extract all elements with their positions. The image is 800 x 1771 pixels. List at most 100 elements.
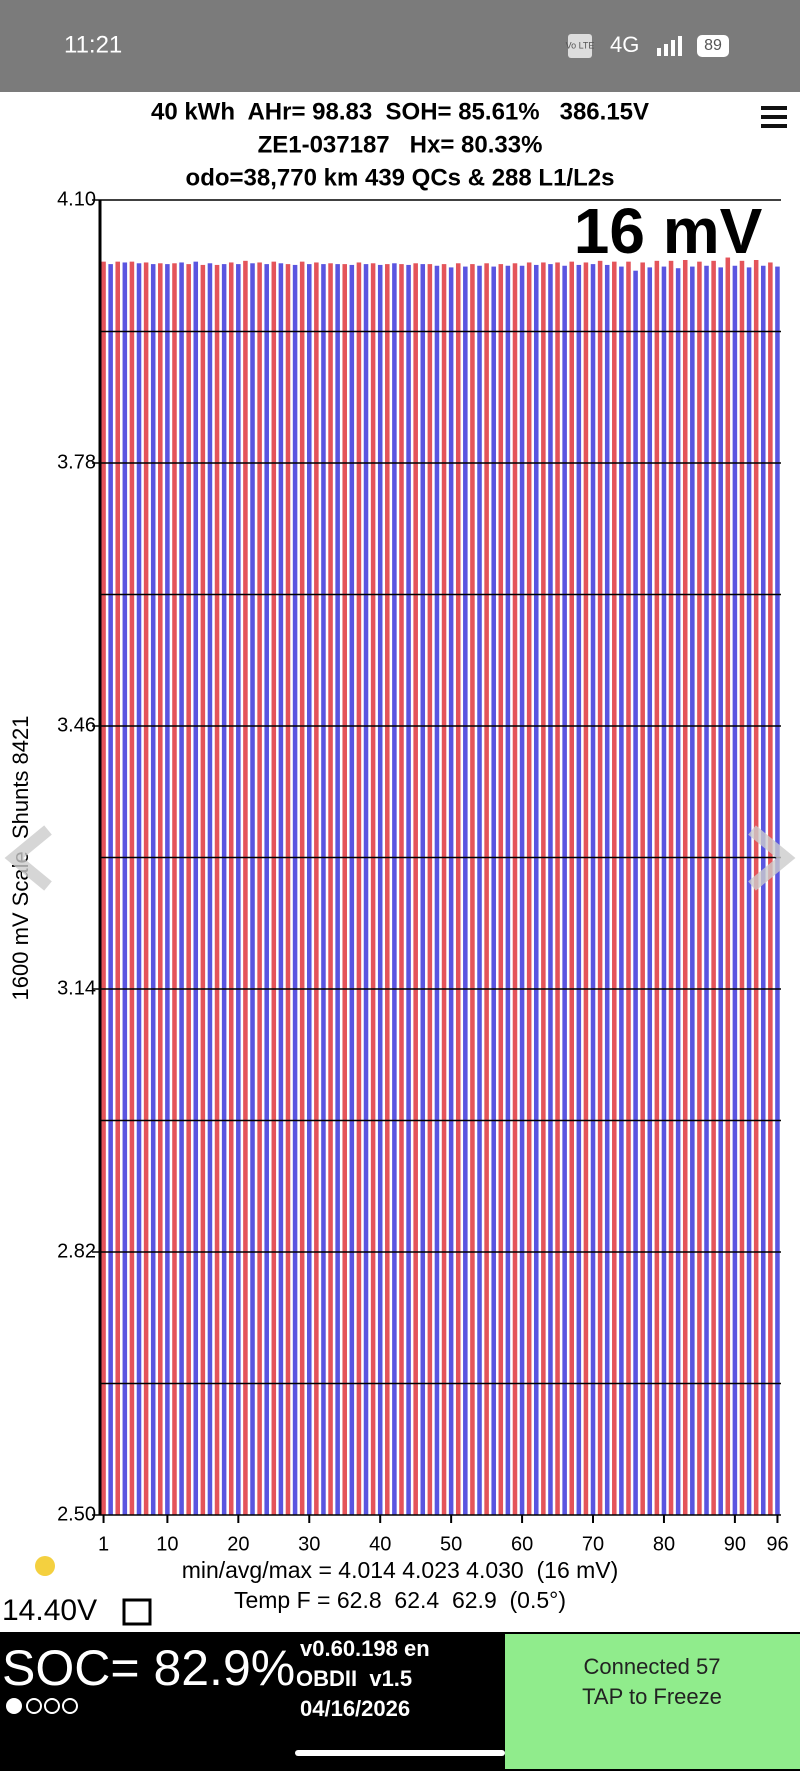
header-line: ZE1-037187 Hx= 80.33%	[258, 131, 543, 158]
bar	[363, 264, 369, 1516]
bar	[526, 262, 532, 1515]
y-tick-label: 3.78	[57, 451, 96, 473]
bar	[349, 264, 355, 1516]
bar	[193, 261, 199, 1515]
bar	[768, 262, 773, 1515]
bar	[675, 268, 681, 1516]
bar	[392, 263, 397, 1515]
freeze-label: TAP to Freeze	[582, 1684, 722, 1709]
version: v0.60.198 en	[300, 1636, 430, 1661]
y-tick-label: 2.50	[57, 1503, 96, 1525]
bar	[533, 264, 539, 1516]
bar	[562, 265, 567, 1515]
battery-icon	[697, 35, 729, 57]
bar	[427, 264, 433, 1516]
bar	[101, 261, 106, 1515]
bar	[385, 264, 390, 1516]
bar	[228, 262, 234, 1515]
bar	[746, 267, 752, 1515]
next-arrow[interactable]	[748, 825, 796, 891]
bar	[285, 264, 291, 1516]
bar	[775, 266, 780, 1515]
network: 4G	[610, 32, 639, 57]
bar	[455, 263, 461, 1515]
clock: 11:21	[64, 31, 122, 58]
bulb-icon[interactable]	[35, 1556, 55, 1576]
x-tick-label: 30	[298, 1533, 320, 1555]
spread-annotation: 16 mV	[574, 195, 763, 267]
page-indicator	[6, 1698, 78, 1714]
bar	[236, 264, 241, 1516]
bar	[732, 265, 738, 1515]
bar	[122, 262, 128, 1515]
soc: SOC= 82.9%	[2, 1640, 295, 1696]
x-tick-label: 70	[582, 1533, 604, 1555]
bar	[377, 264, 383, 1516]
bar	[221, 264, 227, 1516]
x-tick-label: 20	[227, 1533, 249, 1555]
bar	[321, 264, 326, 1516]
bar	[143, 262, 149, 1515]
y-tick-label: 4.10	[57, 188, 96, 210]
bar	[115, 261, 121, 1515]
menu-button[interactable]	[761, 106, 787, 128]
bar	[136, 263, 142, 1515]
bar	[186, 264, 191, 1516]
bar	[612, 261, 617, 1515]
bar	[370, 263, 376, 1515]
bar	[314, 262, 319, 1515]
bar	[250, 263, 255, 1515]
bar	[271, 261, 277, 1515]
volte: Vo LTE	[566, 40, 595, 50]
bar	[406, 264, 411, 1516]
bar	[292, 264, 298, 1516]
bar	[477, 265, 482, 1515]
battery: 89	[704, 37, 722, 54]
obd-version: OBDII v1.5	[296, 1666, 412, 1691]
y-tick-label: 3.14	[57, 977, 96, 999]
bar	[257, 262, 262, 1515]
bar	[207, 263, 213, 1515]
bar	[306, 264, 312, 1516]
bar	[179, 262, 184, 1515]
bar	[264, 264, 269, 1516]
date: 04/16/2026	[300, 1696, 410, 1721]
bar	[158, 263, 163, 1515]
bar	[441, 264, 447, 1516]
bar	[399, 264, 404, 1516]
calendar-icon[interactable]	[122, 1598, 152, 1626]
bar	[328, 263, 333, 1515]
bar	[200, 264, 206, 1516]
header-line: 40 kWh AHr= 98.83 SOH= 85.61% 386.15V	[151, 98, 649, 125]
bar	[661, 266, 667, 1515]
bar	[356, 262, 362, 1515]
header-line: odo=38,770 km 439 QCs & 288 L1/L2s	[186, 164, 615, 191]
bar	[647, 267, 653, 1515]
bar	[704, 265, 709, 1515]
bar	[682, 259, 688, 1516]
bar	[512, 263, 518, 1515]
x-tick-label: 40	[369, 1533, 391, 1555]
bar	[739, 260, 745, 1516]
y-tick-label: 2.82	[57, 1240, 96, 1262]
x-tick-label: 10	[156, 1533, 178, 1555]
bar	[597, 260, 603, 1516]
bar	[619, 266, 624, 1515]
bar	[519, 265, 525, 1515]
bar	[413, 263, 418, 1515]
bar	[718, 267, 723, 1515]
bar	[335, 264, 340, 1516]
bar	[172, 263, 177, 1515]
x-tick-label: 50	[440, 1533, 462, 1555]
bar	[165, 264, 170, 1516]
bar	[640, 262, 645, 1515]
bar	[108, 264, 113, 1516]
freeze-button[interactable]	[505, 1634, 800, 1769]
bar	[150, 264, 156, 1516]
prev-arrow[interactable]	[4, 825, 52, 891]
min-avg-max: min/avg/max = 4.014 4.023 4.030 (16 mV)	[182, 1557, 619, 1583]
bar	[604, 264, 610, 1516]
x-tick-label: 96	[766, 1533, 788, 1555]
